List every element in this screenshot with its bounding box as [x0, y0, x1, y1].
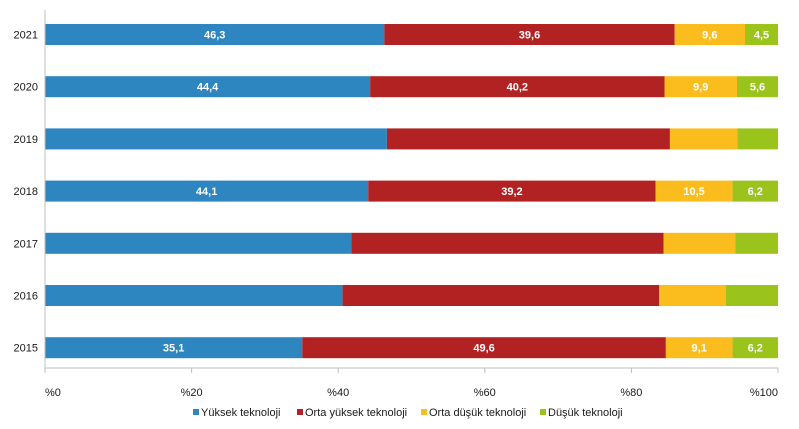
data-label-2015-dusuk-teknoloji: 6,2: [748, 343, 763, 355]
data-label-2018-orta-yuksek-teknoloji: 39,2: [501, 186, 522, 198]
bar-2021-yuksek-teknoloji: [45, 24, 385, 45]
data-label-2021-yuksek-teknoloji: 46,3: [204, 30, 225, 42]
data-labels-layer: 46,3 39,6 9,6 4,5 44,4 40,2 9,9 5,6 44,1 39,2 10,5…: [163, 30, 769, 355]
bar-2021-orta-dusuk-teknoloji: [674, 24, 746, 45]
legend-swatch-yuksek-teknoloji: [193, 409, 199, 415]
bar-2020-yuksek-teknoloji: [45, 76, 371, 98]
data-label-2015-orta-dusuk-teknoloji: 9,1: [692, 343, 707, 355]
bar-2018-orta-dusuk-teknoloji: [655, 180, 733, 202]
y-tick-label-2017: 2017: [14, 238, 38, 250]
y-tick-label-2021: 2021: [14, 30, 38, 42]
bar-2015-orta-dusuk-teknoloji: [665, 337, 733, 359]
legend-swatch-orta-dusuk-teknoloji: [421, 409, 427, 415]
data-label-2021-orta-yuksek-teknoloji: 39,6: [519, 30, 540, 42]
y-tick-label-2016: 2016: [14, 291, 38, 303]
x-tick-label-60: %60: [474, 387, 496, 399]
y-tick-label-2019: 2019: [14, 134, 38, 146]
bar-2019-dusuk-teknoloji: [737, 128, 778, 150]
bar-2020-orta-yuksek-teknoloji: [370, 76, 665, 98]
data-label-2018-orta-dusuk-teknoloji: 10,5: [683, 186, 704, 198]
bar-2016-dusuk-teknoloji: [725, 285, 778, 306]
bar-2019-orta-yuksek-teknoloji: [386, 128, 670, 150]
data-label-2020-yuksek-teknoloji: 44,4: [197, 82, 219, 94]
bar-2016-orta-yuksek-teknoloji: [342, 285, 660, 306]
bar-2017-orta-yuksek-teknoloji: [351, 232, 664, 254]
bars-layer: [45, 24, 778, 359]
bar-2017-orta-dusuk-teknoloji: [663, 232, 736, 254]
bar-2019-orta-dusuk-teknoloji: [669, 128, 738, 150]
bar-2020-dusuk-teknoloji: [736, 76, 778, 98]
bar-2016-orta-dusuk-teknoloji: [659, 285, 726, 306]
data-label-2020-orta-yuksek-teknoloji: 40,2: [507, 82, 528, 94]
legend-label-orta-yuksek-teknoloji: Orta yüksek teknoloji: [305, 407, 407, 419]
y-axis-labels: 2021 2020 2019 2018 2017 2016 2015: [14, 30, 38, 355]
bar-2021-orta-yuksek-teknoloji: [384, 24, 675, 45]
data-label-2015-orta-yuksek-teknoloji: 49,6: [473, 343, 494, 355]
legend-swatch-dusuk-teknoloji: [540, 409, 546, 415]
x-tick-label-80: %80: [620, 387, 642, 399]
data-label-2020-dusuk-teknoloji: 5,6: [750, 82, 765, 94]
x-axis-labels: %0 %20 %40 %60 %80 %100: [44, 368, 779, 399]
y-tick-label-2020: 2020: [14, 82, 38, 94]
data-label-2018-yuksek-teknoloji: 44,1: [196, 186, 217, 198]
bar-2016-yuksek-teknoloji: [45, 285, 343, 306]
bar-2015-dusuk-teknoloji: [732, 337, 778, 359]
data-label-2018-dusuk-teknoloji: 6,2: [748, 186, 763, 198]
bar-2019-yuksek-teknoloji: [45, 128, 387, 150]
data-label-2020-orta-dusuk-teknoloji: 9,9: [693, 82, 708, 94]
y-tick-label-2015: 2015: [14, 343, 38, 355]
x-tick-label-40: %40: [327, 387, 349, 399]
data-label-2015-yuksek-teknoloji: 35,1: [163, 343, 184, 355]
bar-2020-orta-dusuk-teknoloji: [664, 76, 737, 98]
bar-2018-dusuk-teknoloji: [732, 180, 778, 202]
legend-label-yuksek-teknoloji: Yüksek teknoloji: [201, 407, 281, 419]
bar-2015-yuksek-teknoloji: [45, 337, 303, 359]
x-tick-label-0: %0: [45, 387, 61, 399]
bar-2018-yuksek-teknoloji: [45, 180, 369, 202]
data-label-2021-dusuk-teknoloji: 4,5: [754, 30, 769, 42]
bar-2021-dusuk-teknoloji: [745, 24, 778, 45]
y-tick-label-2018: 2018: [14, 186, 38, 198]
legend-label-orta-dusuk-teknoloji: Orta düşük teknoloji: [429, 407, 526, 419]
legend: Yüksek teknoloji Orta yüksek teknoloji Ort…: [193, 407, 623, 419]
legend-swatch-orta-yuksek-teknoloji: [297, 409, 303, 415]
legend-label-dusuk-teknoloji: Düşük teknoloji: [548, 407, 623, 419]
data-label-2021-orta-dusuk-teknoloji: 9,6: [702, 30, 717, 42]
bar-2015-orta-yuksek-teknoloji: [302, 337, 666, 359]
bar-2018-orta-yuksek-teknoloji: [368, 180, 656, 202]
bar-2017-dusuk-teknoloji: [735, 232, 778, 254]
x-tick-label-20: %20: [181, 387, 203, 399]
bar-2017-yuksek-teknoloji: [45, 232, 352, 254]
x-tick-label-100: %100: [750, 387, 778, 399]
